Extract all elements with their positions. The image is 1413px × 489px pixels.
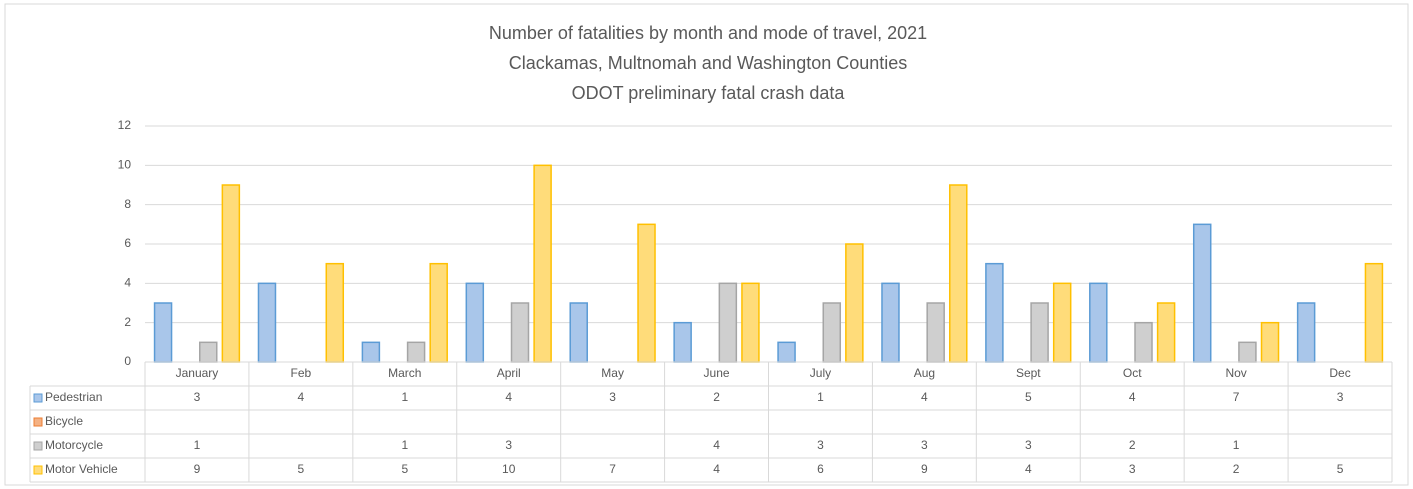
y-tick-label: 6 xyxy=(124,236,131,250)
table-value: 1 xyxy=(817,390,824,404)
bar xyxy=(822,302,842,363)
table-value: 4 xyxy=(921,390,928,404)
table-value: 1 xyxy=(1233,438,1240,452)
y-tick-label: 2 xyxy=(124,315,131,329)
x-tick-label: March xyxy=(388,366,421,380)
x-tick-label: Feb xyxy=(291,366,312,380)
legend-label: Motorcycle xyxy=(45,438,103,452)
bar xyxy=(1089,282,1108,363)
table-value: 4 xyxy=(298,390,305,404)
table-value: 3 xyxy=(1129,462,1136,476)
bar xyxy=(1134,321,1153,363)
table-value: 3 xyxy=(505,438,512,452)
table-value: 6 xyxy=(817,462,824,476)
bar xyxy=(325,262,345,363)
x-tick-label: June xyxy=(704,366,730,380)
x-tick-label: Nov xyxy=(1225,366,1246,380)
x-tick-label: Oct xyxy=(1123,366,1142,380)
legend-swatch xyxy=(33,393,43,403)
table-value: 4 xyxy=(713,462,720,476)
table-value: 4 xyxy=(1129,390,1136,404)
bar xyxy=(1364,262,1384,363)
table-value: 4 xyxy=(1025,462,1032,476)
bar xyxy=(926,302,945,363)
table-value: 10 xyxy=(502,462,516,476)
bar xyxy=(845,243,864,363)
x-tick-label: May xyxy=(601,366,624,380)
bar xyxy=(1030,302,1049,363)
table-value: 1 xyxy=(401,390,408,404)
table-value: 3 xyxy=(1025,438,1032,452)
bar xyxy=(1296,302,1316,363)
x-tick-label: April xyxy=(497,366,521,380)
table-value: 2 xyxy=(713,390,720,404)
table-value: 5 xyxy=(1025,390,1032,404)
bar xyxy=(777,341,796,363)
bar xyxy=(1052,282,1072,363)
legend-swatch xyxy=(33,441,43,451)
table-value: 4 xyxy=(713,438,720,452)
bar xyxy=(718,282,738,363)
x-tick-label: July xyxy=(810,366,831,380)
x-tick-label: January xyxy=(176,366,219,380)
y-tick-label: 4 xyxy=(124,276,131,290)
legend-label: Bicycle xyxy=(45,414,83,428)
x-tick-label: Aug xyxy=(914,366,935,380)
table-value: 5 xyxy=(1337,462,1344,476)
table-value: 3 xyxy=(1337,390,1344,404)
y-tick-label: 12 xyxy=(118,118,132,132)
bar xyxy=(637,223,656,363)
table-value: 9 xyxy=(921,462,928,476)
table-value: 3 xyxy=(817,438,824,452)
chart-subtitle: Clackamas, Multnomah and Washington Coun… xyxy=(509,53,908,73)
table-value: 1 xyxy=(194,438,201,452)
chart-title: Number of fatalities by month and mode o… xyxy=(489,23,927,43)
table-value: 3 xyxy=(194,390,201,404)
bar xyxy=(465,282,485,363)
y-tick-label: 0 xyxy=(124,354,131,368)
table-value: 7 xyxy=(609,462,616,476)
bar xyxy=(533,164,552,363)
bar xyxy=(741,282,760,363)
bar xyxy=(1260,321,1280,363)
legend-swatch xyxy=(33,417,43,427)
bar xyxy=(221,184,241,363)
bar xyxy=(429,262,448,363)
y-tick-label: 8 xyxy=(124,197,131,211)
bar xyxy=(1238,341,1257,363)
y-tick-label: 10 xyxy=(118,158,132,172)
legend-label: Pedestrian xyxy=(45,390,102,404)
table-value: 5 xyxy=(298,462,305,476)
bar xyxy=(406,341,426,363)
bar xyxy=(510,302,530,363)
bar xyxy=(257,282,277,363)
table-value: 9 xyxy=(194,462,201,476)
table-value: 2 xyxy=(1129,438,1136,452)
bar xyxy=(153,302,173,363)
legend-swatch xyxy=(33,465,43,475)
bar xyxy=(361,341,381,363)
legend-label: Motor Vehicle xyxy=(45,462,118,476)
table-value: 5 xyxy=(401,462,408,476)
bar xyxy=(673,321,692,363)
table-value: 2 xyxy=(1233,462,1240,476)
bar xyxy=(569,302,588,363)
bar xyxy=(1156,302,1176,363)
bar xyxy=(1192,223,1212,363)
bar xyxy=(985,262,1004,363)
table-value: 7 xyxy=(1233,390,1240,404)
table-value: 3 xyxy=(921,438,928,452)
table-value: 3 xyxy=(609,390,616,404)
table-value: 4 xyxy=(505,390,512,404)
bar xyxy=(881,282,900,363)
x-tick-label: Sept xyxy=(1016,366,1041,380)
chart-subtitle: ODOT preliminary fatal crash data xyxy=(572,83,846,103)
bar xyxy=(199,341,218,363)
table-value: 1 xyxy=(401,438,408,452)
x-tick-label: Dec xyxy=(1329,366,1350,380)
bar xyxy=(949,184,968,363)
